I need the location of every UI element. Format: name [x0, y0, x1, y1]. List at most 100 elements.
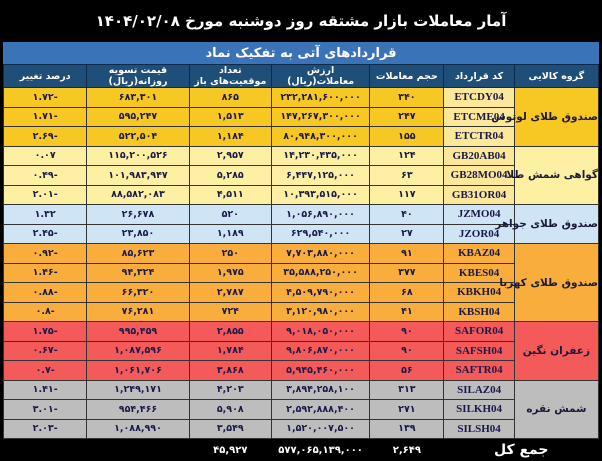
open-positions: ۵۲۰	[188, 204, 272, 225]
change-percent: -۱.۷۲	[2, 87, 88, 108]
total-empty	[86, 438, 190, 461]
open-positions: ۱,۵۱۳	[188, 106, 272, 127]
volume: ۱۵۵	[369, 126, 445, 147]
volume: ۲۷	[369, 223, 445, 244]
contract-code: GB28MO04	[443, 165, 515, 186]
volume: ۲۷۱	[369, 399, 445, 420]
open-positions: ۷۲۴	[188, 301, 272, 322]
value: ۹,۰۱۸,۰۵۰,۰۰۰	[270, 321, 371, 342]
table-row: SAFTR04 ۵۶ ۵,۹۴۵,۴۶۰,۰۰۰ ۳,۸۶۸ ۱,۰۶۱,۷۰۶…	[2, 360, 599, 381]
table-row: SILKH04 ۲۷۱ ۲,۵۹۲,۸۸۸,۴۰۰ ۵,۹۰۸ ۹۵۴,۴۶۶ …	[2, 399, 599, 420]
change-percent: ۱.۳۲	[2, 204, 88, 225]
table-row: گواهی شمش طلا GB20AB04 ۱۲۴ ۱۴,۲۳۰,۴۳۵,۰۰…	[2, 145, 600, 205]
settlement-price: ۶۶,۳۲۰	[86, 282, 190, 303]
volume: ۴۱	[369, 301, 445, 322]
open-positions: ۲,۷۸۷	[188, 282, 272, 303]
contract-code: KBSH04	[443, 301, 515, 322]
settlement-price: ۸۵,۶۲۳	[86, 243, 190, 264]
contract-code: ETCME04	[443, 106, 515, 127]
table-row: ETCTR04 ۱۵۵ ۸۰,۹۴۸,۳۰۰,۰۰۰ ۱,۱۸۴ ۵۲۲,۵۰۴…	[2, 126, 599, 147]
settlement-price: ۱,۲۴۹,۱۷۱	[86, 379, 190, 400]
futures-table: گروه کالایی کد قرارداد حجم معاملات ارزش …	[2, 64, 600, 461]
change-percent: -۱.۷۵	[2, 321, 88, 342]
contract-code: KBES04	[443, 262, 515, 283]
contract-code: GB31OR04	[443, 184, 515, 205]
settlement-price: ۱,۰۸۷,۵۹۶	[86, 340, 190, 361]
open-positions: ۴,۲۰۳	[188, 379, 272, 400]
total-volume: ۲,۶۴۹	[369, 438, 444, 461]
value: ۵,۹۴۵,۴۶۰,۰۰۰	[270, 360, 371, 381]
settlement-price: ۱,۰۶۱,۷۰۶	[86, 360, 190, 381]
value: ۲۳۲,۲۸۱,۶۰۰,۰۰۰	[270, 87, 371, 108]
value: ۳,۸۹۴,۲۵۸,۱۰۰	[270, 379, 371, 400]
table-header-row: گروه کالایی کد قرارداد حجم معاملات ارزش …	[2, 64, 600, 88]
table-row: صندوق طلای لوتوس ETCDY04 ۳۴۰ ۲۳۲,۲۸۱,۶۰۰…	[2, 87, 600, 147]
col-header-settlement-price: قیمت تسویه روزانه(ریال)	[86, 64, 190, 88]
open-positions: ۲,۸۵۵	[188, 321, 272, 342]
settlement-price: ۱۱۵,۲۰۰,۵۲۶	[86, 145, 190, 166]
value: ۷,۷۰۳,۸۸۰,۰۰۰	[270, 243, 371, 264]
contract-code: GB20AB04	[443, 145, 515, 166]
table-row: صندوق طلای جواهر JZMO04 ۴۰ ۱,۰۵۶,۸۹۰,۰۰۰…	[2, 204, 600, 244]
contract-code: SILKH04	[443, 399, 515, 420]
group-name: صندوق طلای جواهر	[495, 204, 600, 244]
volume: ۳۱۳	[369, 379, 445, 400]
open-positions: ۲۵۰	[188, 243, 272, 264]
settlement-price: ۹۵۴,۴۶۶	[86, 399, 190, 420]
contract-code: SAFSH04	[443, 340, 515, 361]
total-value: ۵۷۷,۰۶۵,۱۳۹,۰۰۰	[271, 438, 370, 461]
change-percent: -۱.۴۱	[2, 379, 88, 400]
settlement-price: ۱۰۱,۹۸۳,۹۴۷	[86, 165, 190, 186]
volume: ۶۸	[369, 282, 445, 303]
group-name: صندوق طلای کهربا	[499, 243, 600, 322]
open-positions: ۱,۹۷۵	[188, 262, 272, 283]
change-percent: -۰.۶۷	[2, 340, 88, 361]
page-title: آمار معاملات بازار مشتقه روز دوشنبه مورخ…	[95, 12, 507, 30]
value: ۱,۰۵۶,۸۹۰,۰۰۰	[270, 204, 371, 225]
open-positions: ۱,۷۸۴	[188, 340, 272, 361]
settlement-price: ۲۳,۸۵۰	[86, 223, 190, 244]
contract-code: SILSH04	[443, 418, 515, 439]
open-positions: ۵,۲۸۵	[188, 165, 272, 186]
col-header-volume: حجم معاملات	[369, 64, 445, 88]
table-row: KBES04 ۳۷۷ ۳۵,۵۸۸,۲۵۰,۰۰۰ ۱,۹۷۵ ۹۴,۳۲۴ -…	[2, 262, 599, 283]
change-percent: -۲.۴۵	[2, 223, 88, 244]
settlement-price: ۵۹۵,۲۴۷	[86, 106, 190, 127]
col-header-group: گروه کالایی	[513, 64, 600, 88]
value: ۹,۸۰۶,۸۷۰,۰۰۰	[270, 340, 371, 361]
value: ۱۴,۲۳۰,۴۳۵,۰۰۰	[270, 145, 371, 166]
value: ۴,۵۰۹,۷۹۰,۰۰۰	[270, 282, 371, 303]
change-percent: -۳.۰۱	[2, 399, 88, 420]
open-positions: ۱,۱۸۹	[188, 223, 272, 244]
contract-code: ETCDY04	[443, 87, 515, 108]
total-empty	[3, 438, 87, 461]
table-row: زعفران نگین SAFOR04 ۹۰ ۹,۰۱۸,۰۵۰,۰۰۰ ۲,۸…	[2, 321, 600, 381]
open-positions: ۲,۹۵۷	[188, 145, 272, 166]
change-percent: -۰.۸۸	[2, 282, 88, 303]
change-percent: -۱.۴۶	[2, 262, 88, 283]
value: ۶,۴۴۷,۱۲۵,۰۰۰	[270, 165, 371, 186]
col-header-code: کد قرارداد	[443, 64, 515, 88]
change-percent: -۲.۰۱	[2, 184, 88, 205]
settlement-price: ۶۸۳,۳۰۱	[86, 87, 190, 108]
change-percent: -۰.۴۹	[2, 165, 88, 186]
settlement-price: ۹۹۵,۴۵۹	[86, 321, 190, 342]
group-name: شمش نقره	[513, 379, 600, 439]
value: ۸۰,۹۴۸,۳۰۰,۰۰۰	[270, 126, 371, 147]
open-positions: ۴,۵۱۱	[188, 184, 272, 205]
table-row: شمش نقره SILAZ04 ۳۱۳ ۳,۸۹۴,۲۵۸,۱۰۰ ۴,۲۰۳…	[2, 379, 600, 439]
open-positions: ۵,۹۰۸	[188, 399, 272, 420]
open-positions: ۸۶۵	[188, 87, 272, 108]
contract-code: SILAZ04	[443, 379, 515, 400]
total-row: جمع کل ۲,۶۴۹ ۵۷۷,۰۶۵,۱۳۹,۰۰۰ ۴۵,۹۲۷	[3, 438, 599, 461]
total-open-positions: ۴۵,۹۲۷	[189, 438, 272, 461]
value: ۱,۵۲۰,۰۰۷,۵۰۰	[270, 418, 371, 439]
contract-code: KBAZ04	[443, 243, 515, 264]
table-row: SAFSH04 ۹۰ ۹,۸۰۶,۸۷۰,۰۰۰ ۱,۷۸۴ ۱,۰۸۷,۵۹۶…	[2, 340, 599, 361]
open-positions: ۳,۸۶۸	[188, 360, 272, 381]
contract-code: ETCTR04	[443, 126, 515, 147]
change-percent: -۱.۷۱	[2, 106, 88, 127]
col-header-change-percent: درصد تغییر	[2, 64, 88, 88]
volume: ۹۱	[369, 243, 445, 264]
open-positions: ۳,۵۴۹	[188, 418, 272, 439]
